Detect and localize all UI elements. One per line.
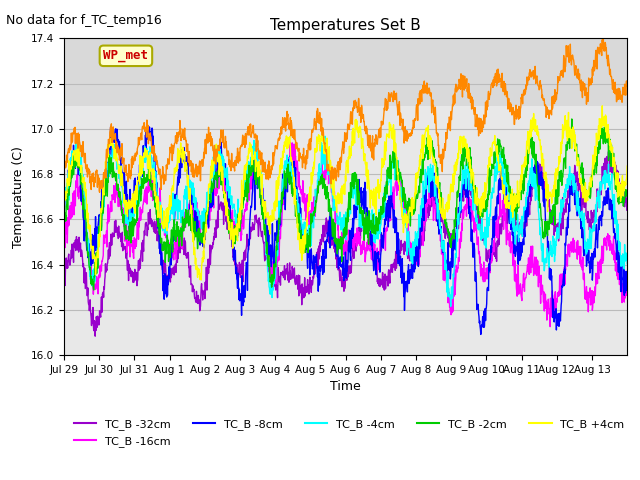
X-axis label: Time: Time (330, 381, 361, 394)
Text: No data for f_TC_temp16: No data for f_TC_temp16 (6, 14, 162, 27)
Legend: TC_B -32cm, TC_B -16cm, TC_B -8cm, TC_B -4cm, TC_B -2cm, TC_B +4cm, TC_B +8cm: TC_B -32cm, TC_B -16cm, TC_B -8cm, TC_B … (70, 415, 640, 451)
Bar (64, 38, 627, 106)
Y-axis label: Temperature (C): Temperature (C) (12, 146, 26, 248)
Title: Temperatures Set B: Temperatures Set B (270, 18, 421, 33)
Text: WP_met: WP_met (104, 49, 148, 62)
